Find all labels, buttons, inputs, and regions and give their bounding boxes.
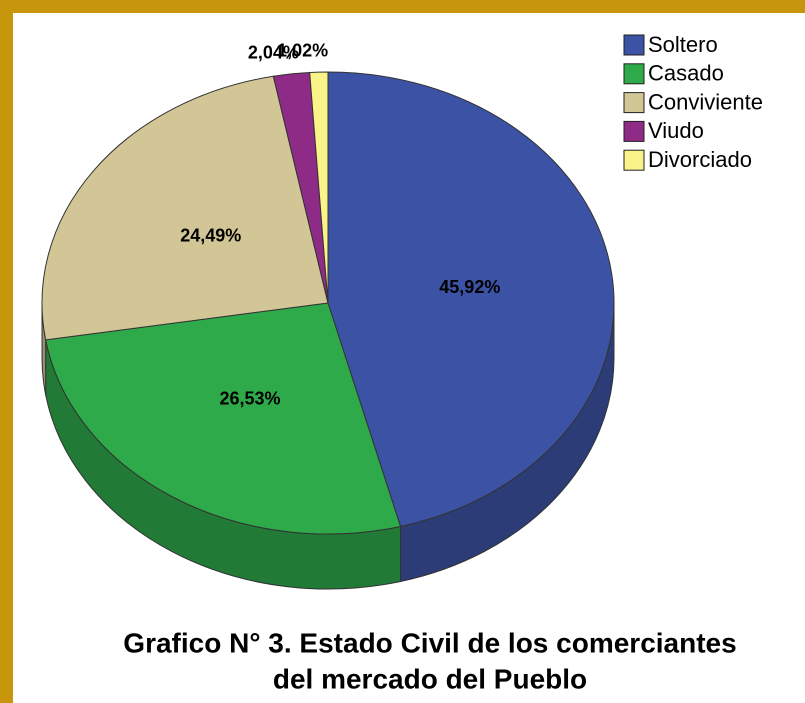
- slice: [309, 71, 329, 304]
- value-label: 24,49%: [180, 226, 241, 246]
- value-label: 45,92%: [439, 277, 500, 297]
- slice: [41, 75, 329, 341]
- legend-label: Conviviente: [648, 89, 763, 114]
- value-label: 26,53%: [219, 389, 280, 409]
- legend-label: Soltero: [648, 32, 718, 57]
- legend-label: Viudo: [648, 118, 704, 143]
- slice: [327, 71, 615, 528]
- legend-swatch: [623, 120, 645, 142]
- legend-label: Divorciado: [648, 147, 752, 172]
- legend-swatch: [623, 34, 645, 56]
- chart-title: Grafico N° 3. Estado Civil de los comerc…: [123, 627, 736, 658]
- frame-left: [0, 0, 13, 703]
- legend-swatch: [623, 92, 645, 114]
- frame-top: [0, 0, 805, 13]
- legend-swatch: [623, 149, 645, 171]
- value-label: 1,02%: [277, 41, 328, 61]
- legend-label: Casado: [648, 61, 724, 86]
- chart-title: del mercado del Pueblo: [273, 663, 587, 694]
- legend-swatch: [623, 63, 645, 85]
- value-label: 2,04%: [248, 43, 299, 63]
- slice: [45, 302, 402, 535]
